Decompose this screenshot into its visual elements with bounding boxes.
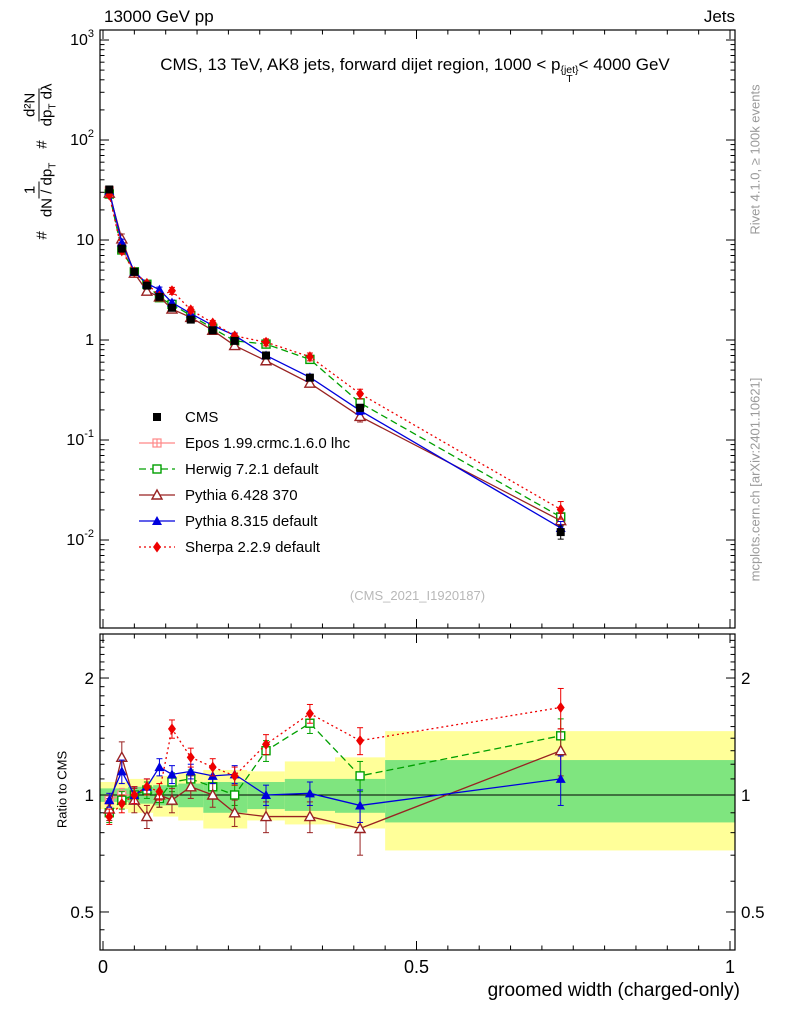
svg-text:103: 103 (70, 28, 94, 49)
main-plot-frame (99, 29, 736, 629)
svg-text:0.5: 0.5 (70, 903, 94, 922)
svg-text:0: 0 (98, 957, 108, 977)
svg-text:1: 1 (85, 786, 94, 805)
x-axis-label: groomed width (charged-only) (487, 980, 740, 1001)
legend-item-sherpa: Sherpa 2.2.9 default (138, 534, 350, 560)
ylabel-hash-1: # (33, 231, 51, 240)
svg-text:1: 1 (725, 957, 735, 977)
legend-marker-cms-icon (153, 413, 161, 421)
svg-text:102: 102 (70, 128, 94, 149)
legend-item-herwig: Herwig 7.2.1 default (138, 456, 350, 482)
legend-marker-epos-icon (139, 438, 175, 448)
ratio-y-axis-label: Ratio to CMS (54, 750, 70, 829)
legend-label: Herwig 7.2.1 default (185, 460, 319, 478)
legend-marker-pythia6-icon (139, 488, 175, 500)
series-cms-top (105, 185, 565, 540)
legend-item-pythia6: Pythia 6.428 370 (138, 482, 350, 508)
svg-text:10: 10 (76, 232, 94, 249)
legend-label: CMS (185, 408, 219, 426)
svg-text:0.5: 0.5 (404, 957, 429, 977)
ylabel-fraction-2: d²N dpT dλ (22, 83, 62, 127)
legend-label: Epos 1.99.crmc.1.6.0 lhc (185, 434, 351, 452)
legend-label: Sherpa 2.2.9 default (185, 538, 321, 556)
plot-title-sub: T (566, 73, 573, 85)
legend-label: Pythia 8.315 default (185, 512, 318, 530)
panel-frames (99, 29, 736, 951)
axis-ticks (100, 30, 735, 950)
svg-text:2: 2 (85, 669, 94, 688)
legend-item-cms: CMS (138, 404, 350, 430)
svg-text:0.5: 0.5 (741, 903, 765, 922)
pt-jet-supsub: {jet} T (560, 64, 579, 85)
svg-text:1: 1 (85, 332, 94, 349)
analysis-watermark: (CMS_2021_I1920187) (349, 588, 486, 603)
ylabel-fraction-1: 1 dN / dpT (22, 162, 62, 218)
plot-title: CMS, 13 TeV, AK8 jets, forward dijet reg… (85, 55, 745, 85)
rivet-version-label: Rivet 4.1.0, ≥ 100k events (747, 84, 763, 235)
ylabel-frac2-num: d²N (22, 88, 40, 122)
ratio-plot-frame (99, 633, 736, 951)
main-y-axis-label: # 1 dN / dpT # d²N dpT dλ (22, 22, 62, 302)
legend-marker-sherpa-icon (139, 541, 175, 553)
legend-marker-herwig-icon (139, 464, 175, 474)
series-sherpa-ratio (105, 687, 565, 825)
plot-title-post: < 4000 GeV (578, 55, 670, 74)
plot-title-pre: CMS, 13 TeV, AK8 jets, forward dijet reg… (160, 55, 561, 74)
ylabel-frac2-den: dpT dλ (38, 83, 59, 127)
mcplots-credit-label: mcplots.cern.ch [arXiv:2401.10621] (747, 377, 763, 582)
legend-item-epos: Epos 1.99.crmc.1.6.0 lhc (138, 430, 350, 456)
svg-text:10-2: 10-2 (66, 528, 94, 549)
legend-item-pythia8: Pythia 8.315 default (138, 508, 350, 534)
ylabel-hash-2: # (33, 140, 51, 149)
plot-title-sup: {jet} (560, 64, 579, 76)
process-label: Jets (703, 7, 735, 26)
svg-text:1: 1 (741, 786, 750, 805)
legend: CMS Epos 1.99.crmc.1.6.0 lhc Herwig 7.2.1 … (138, 404, 350, 560)
legend-marker-pythia8-icon (139, 516, 175, 525)
legend-label: Pythia 6.428 370 (185, 486, 298, 504)
beam-energy-label: 13000 GeV pp (104, 7, 214, 26)
ylabel-frac1-num: 1 (22, 181, 40, 199)
svg-text:10-1: 10-1 (66, 428, 94, 449)
svg-text:2: 2 (741, 669, 750, 688)
ylabel-frac1-den: dN / dpT (38, 162, 59, 218)
